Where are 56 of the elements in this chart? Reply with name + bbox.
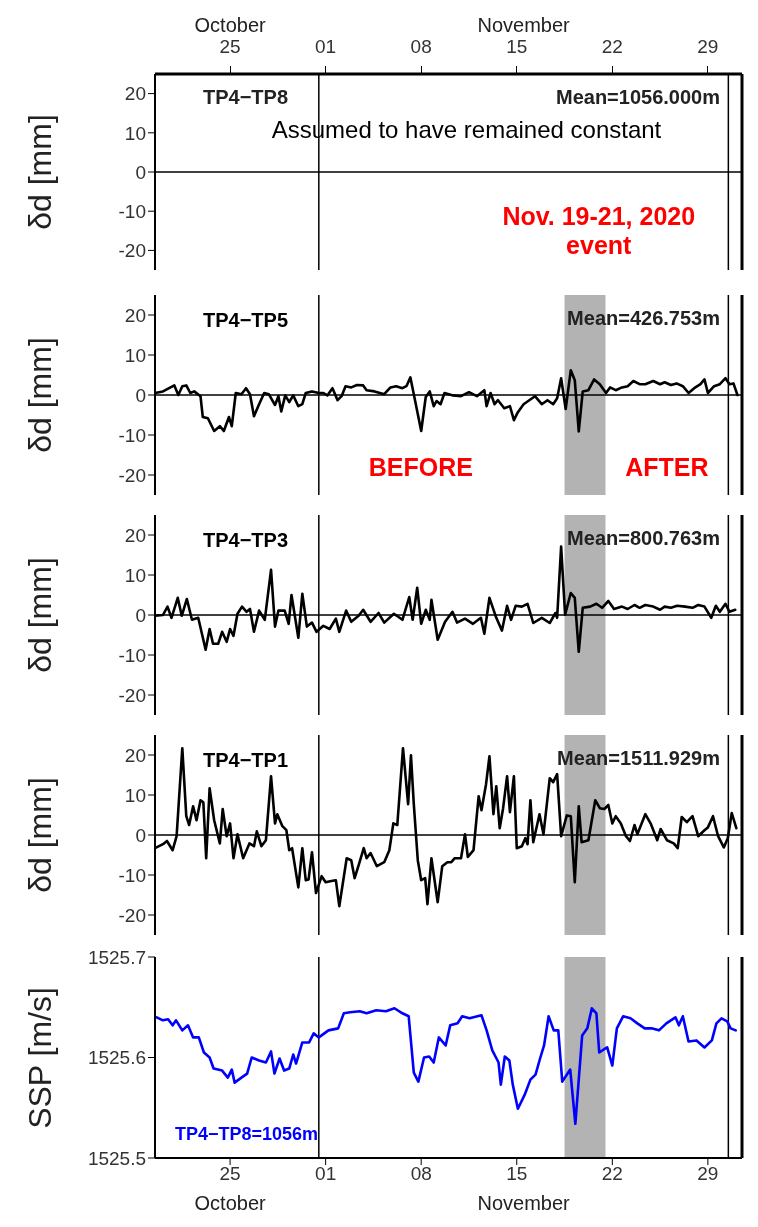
x2-tick-label: 22 (601, 36, 623, 58)
text: November (477, 1192, 570, 1215)
y-tick-label: -20 (118, 904, 146, 926)
x2-tick-label: 08 (410, 36, 432, 58)
y-tick-label: 0 (135, 161, 146, 183)
y-tick-label: -20 (118, 464, 146, 486)
x-tick-label: 22 (601, 1163, 623, 1185)
text: TP4−TP5 (203, 309, 289, 332)
x-tick-label: 01 (315, 1163, 337, 1185)
annotation: BEFORE (368, 452, 473, 482)
annotation: AFTER (625, 452, 709, 482)
y-tick-label: -10 (118, 424, 146, 446)
x2-tick-label: 01 (315, 36, 337, 58)
y-tick-label: 20 (124, 83, 146, 105)
y-tick-label: -10 (118, 644, 146, 666)
y-tick-label: 1525.6 (87, 1047, 146, 1069)
series-label: TP4−TP1 (203, 749, 289, 772)
series-label: TP4−TP3 (203, 529, 289, 552)
x-tick-label: 29 (697, 1163, 719, 1185)
x2-tick-label: 25 (219, 36, 241, 58)
y-tick-label: -20 (118, 240, 146, 262)
y-tick-label: 1525.5 (87, 1147, 146, 1169)
y-tick-label: 0 (135, 604, 146, 626)
annotation: Nov. 19-21, 2020 event (502, 202, 696, 260)
x2-tick-label: 29 (697, 36, 719, 58)
y-tick-label: 0 (135, 824, 146, 846)
annotation: Mean=1511.929m (557, 747, 720, 770)
y-tick-label: 10 (124, 122, 146, 144)
annotation: Mean=1056.000m (555, 86, 720, 109)
y-axis-title: SSP [m/s] (22, 986, 59, 1129)
annotation: TP4−TP8 (203, 86, 289, 109)
x2-tick-label: 15 (506, 36, 528, 58)
annotation: Mean=800.763m (567, 527, 720, 550)
annotation: Mean=426.753m (567, 307, 720, 330)
y-tick-label: -20 (118, 684, 146, 706)
x-tick-label: 08 (410, 1163, 432, 1185)
y-tick-label: -10 (118, 864, 146, 886)
text: November (477, 14, 570, 37)
y-axis-title: δd [mm] (22, 777, 59, 893)
y-tick-label: 20 (124, 524, 146, 546)
y-tick-label: 10 (124, 564, 146, 586)
text: October (194, 14, 266, 37)
text: October (194, 1192, 266, 1215)
x-tick-label: 25 (219, 1163, 241, 1185)
text: TP4−TP8=1056m (175, 1124, 319, 1145)
y-tick-label: 10 (124, 344, 146, 366)
y-tick-label: 20 (124, 304, 146, 326)
y-tick-label: 20 (124, 744, 146, 766)
y-axis-title: δd [mm] (22, 114, 59, 230)
x-tick-label: 15 (506, 1163, 528, 1185)
y-tick-label: 0 (135, 384, 146, 406)
y-axis-title: δd [mm] (22, 557, 59, 673)
y-tick-label: -10 (118, 200, 146, 222)
y-tick-label: 1525.7 (87, 946, 146, 968)
y-tick-label: 10 (124, 784, 146, 806)
y-axis-title: δd [mm] (22, 337, 59, 453)
